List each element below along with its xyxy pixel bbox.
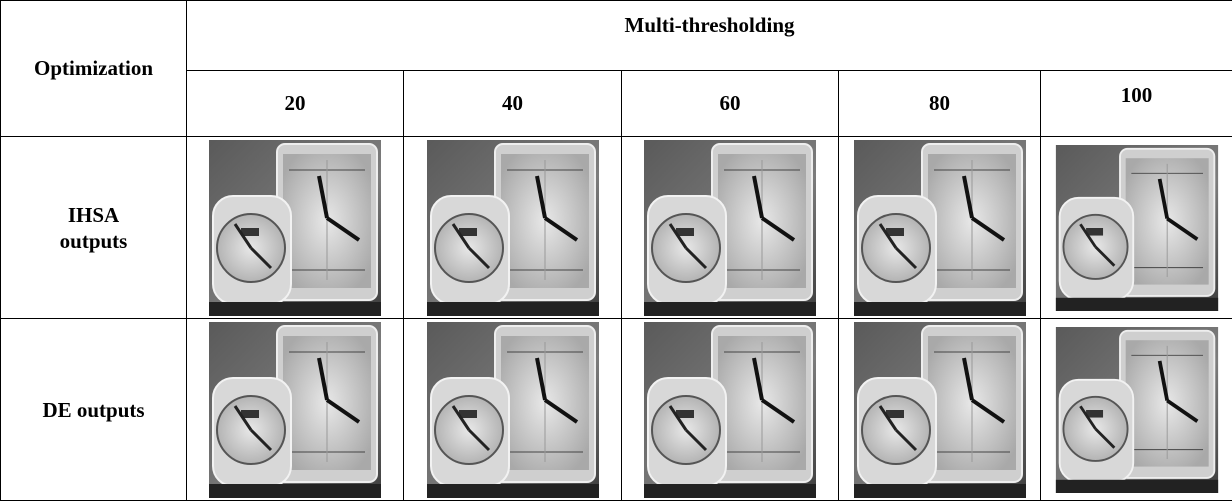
image-cell bbox=[839, 137, 1041, 319]
output-image bbox=[1051, 145, 1223, 311]
page: Optimization Multi-thresholding 20 40 60… bbox=[0, 0, 1232, 500]
output-image bbox=[427, 322, 599, 498]
image-cell bbox=[622, 319, 839, 501]
column-header: 60 bbox=[622, 71, 839, 137]
output-image bbox=[854, 140, 1026, 316]
header-row: Optimization Multi-thresholding bbox=[1, 1, 1232, 71]
data-row: DE outputs bbox=[1, 319, 1232, 501]
image-cell bbox=[404, 137, 622, 319]
row-label-cell: DE outputs bbox=[1, 319, 187, 501]
column-header: 40 bbox=[404, 71, 622, 137]
output-image bbox=[209, 140, 381, 316]
output-image bbox=[644, 140, 816, 316]
row-label: DE outputs bbox=[34, 397, 154, 423]
image-cell bbox=[839, 319, 1041, 501]
output-image bbox=[1051, 327, 1223, 493]
column-header: 80 bbox=[839, 71, 1041, 137]
image-cell bbox=[622, 137, 839, 319]
column-header: 20 bbox=[187, 71, 404, 137]
column-header: 100 bbox=[1041, 71, 1232, 137]
group-cell: Multi-thresholding bbox=[187, 1, 1232, 71]
image-cell bbox=[187, 319, 404, 501]
row-label: IHSA outputs bbox=[34, 202, 154, 254]
image-cell bbox=[187, 137, 404, 319]
image-cell bbox=[1041, 319, 1232, 501]
row-label-cell: IHSA outputs bbox=[1, 137, 187, 319]
data-row: IHSA outputs bbox=[1, 137, 1232, 319]
row-header-cell: Optimization bbox=[1, 1, 187, 137]
group-header: Multi-thresholding bbox=[625, 13, 795, 37]
output-image bbox=[209, 322, 381, 498]
image-cell bbox=[1041, 137, 1232, 319]
image-cell bbox=[404, 319, 622, 501]
output-image bbox=[854, 322, 1026, 498]
output-image bbox=[427, 140, 599, 316]
results-table: Optimization Multi-thresholding 20 40 60… bbox=[0, 0, 1232, 501]
output-image bbox=[644, 322, 816, 498]
row-header: Optimization bbox=[34, 56, 153, 80]
